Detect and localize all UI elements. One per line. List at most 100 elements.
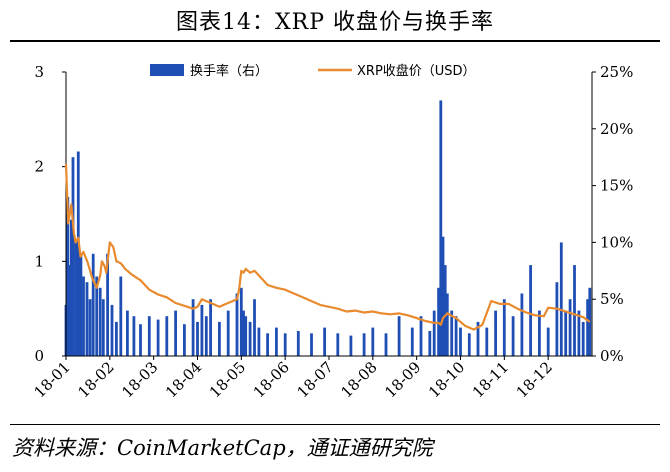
turnover-bar <box>564 310 568 356</box>
turnover-bar <box>459 327 462 356</box>
turnover-bar <box>82 276 85 356</box>
turnover-bar <box>101 299 105 356</box>
chart-legend: 换手率（右） XRP收盘价（USD） <box>150 63 476 79</box>
turnover-bar <box>76 151 80 356</box>
turnover-bar <box>476 321 480 356</box>
right-tick-label: 25% <box>600 63 633 81</box>
right-tick-label: 5% <box>600 290 624 308</box>
turnover-bar <box>191 299 195 356</box>
turnover-bar <box>441 236 445 356</box>
x-tick-label: 18-11 <box>469 358 512 401</box>
turnover-bar <box>529 265 532 356</box>
turnover-bar <box>85 282 89 356</box>
turnover-bars <box>64 100 592 357</box>
turnover-bar <box>397 316 401 356</box>
turnover-bar <box>588 287 592 356</box>
turnover-bar <box>218 321 221 356</box>
turnover-bar <box>586 299 589 356</box>
left-tick-label: 1 <box>34 252 44 270</box>
left-tick-label: 2 <box>34 158 44 176</box>
turnover-bar <box>568 299 572 356</box>
turnover-bar <box>445 293 449 356</box>
turnover-bar <box>69 219 73 356</box>
turnover-bar <box>577 310 581 356</box>
turnover-bar <box>283 333 287 356</box>
turnover-bar <box>79 253 83 356</box>
turnover-bar <box>244 316 248 356</box>
x-tick-label: 18-06 <box>250 358 293 401</box>
turnover-bar <box>235 293 239 356</box>
turnover-bar <box>371 327 375 356</box>
x-tick-label: 18-02 <box>74 358 117 401</box>
turnover-bar <box>98 287 102 356</box>
turnover-bar <box>573 265 576 356</box>
turnover-bar <box>450 310 454 356</box>
turnover-bar <box>242 310 245 356</box>
source-divider <box>10 424 660 425</box>
turnover-bar <box>555 282 559 356</box>
turnover-bar <box>502 299 506 356</box>
turnover-bar <box>68 265 71 356</box>
title-underline <box>10 40 660 42</box>
turnover-bar <box>454 316 458 356</box>
turnover-bar <box>95 276 99 356</box>
turnover-bar <box>226 310 230 356</box>
turnover-bar <box>310 333 313 356</box>
turnover-bar <box>439 100 443 357</box>
x-tick-label: 18-12 <box>513 358 556 401</box>
turnover-bar <box>257 327 261 356</box>
right-tick-label: 20% <box>600 120 633 138</box>
turnover-bar <box>428 331 432 356</box>
turnover-bar <box>74 242 77 356</box>
turnover-bar <box>296 331 300 356</box>
turnover-bar <box>147 316 151 356</box>
turnover-bar <box>196 321 199 356</box>
turnover-bar <box>485 327 489 356</box>
turnover-bar <box>248 321 252 356</box>
turnover-bar <box>432 310 436 356</box>
turnover-bar <box>419 316 423 356</box>
turnover-bar <box>126 310 129 356</box>
turnover-bar <box>266 333 269 356</box>
turnover-bar <box>204 316 208 356</box>
x-tick-label: 18-05 <box>206 358 249 401</box>
turnover-bar <box>200 304 204 356</box>
turnover-bar <box>156 319 160 356</box>
left-tick-label: 0 <box>34 347 44 365</box>
x-tick-label: 18-04 <box>162 358 205 401</box>
turnover-bar <box>209 299 212 356</box>
turnover-bar <box>165 316 169 356</box>
turnover-bar <box>494 310 497 356</box>
right-tick-label: 0% <box>600 347 624 365</box>
turnover-bar <box>253 299 256 356</box>
turnover-bar <box>275 327 278 356</box>
turnover-bar <box>119 276 123 356</box>
turnover-bar <box>183 324 186 356</box>
turnover-bar <box>115 321 118 356</box>
left-tick-label: 3 <box>34 63 44 81</box>
turnover-bar <box>110 304 114 356</box>
right-tick-label: 10% <box>600 233 633 251</box>
turnover-bar <box>106 253 109 356</box>
legend-swatch-turnover <box>150 64 184 76</box>
source-note: 资料来源：CoinMarketCap，通证通研究院 <box>12 436 433 460</box>
x-tick-label: 18-03 <box>118 358 161 401</box>
turnover-bar <box>362 333 366 356</box>
turnover-bar <box>410 327 414 356</box>
turnover-bar <box>538 310 541 356</box>
turnover-bar <box>336 333 340 356</box>
x-tick-label: 18-09 <box>381 358 424 401</box>
turnover-bar <box>323 327 326 356</box>
turnover-bar <box>88 299 92 356</box>
turnover-bar <box>71 157 75 356</box>
turnover-bar <box>239 287 243 356</box>
turnover-bar <box>443 265 447 356</box>
turnover-bar <box>546 327 550 356</box>
x-tick-label: 18-07 <box>294 358 337 401</box>
legend-label-price: XRP收盘价（USD） <box>357 63 476 79</box>
turnover-bar <box>132 316 136 356</box>
price-line-layer <box>64 163 591 331</box>
turnover-bar <box>511 316 515 356</box>
turnover-bar <box>384 333 388 356</box>
